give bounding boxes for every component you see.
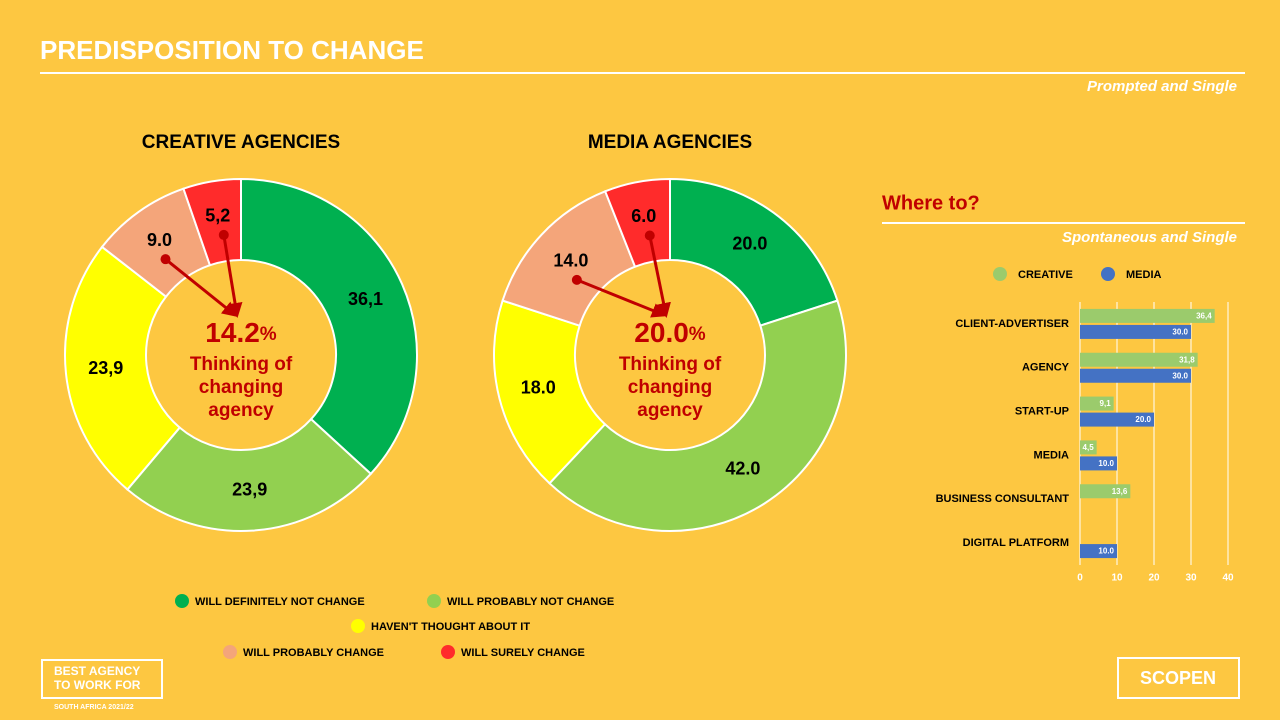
category-label: BUSINESS CONSULTANT (936, 493, 1070, 505)
slide-title: PREDISPOSITION TO CHANGE (40, 35, 424, 65)
brand-box (1117, 657, 1240, 699)
data-label: 23,9 (88, 358, 123, 378)
logo-box (41, 659, 163, 699)
data-label: 36,1 (348, 289, 383, 309)
bar (1080, 324, 1191, 339)
data-label: 20.0 (732, 234, 767, 254)
center-number: 20.0 (634, 317, 689, 348)
donut-slice (240, 177, 418, 476)
data-label: 20.0 (1135, 415, 1151, 424)
donut-slice (548, 299, 847, 532)
logo-sub: SOUTH AFRICA 2021/22 (54, 704, 134, 711)
center-text: changing (628, 377, 712, 398)
data-label: 6.0 (631, 206, 656, 226)
data-label: 14.0 (553, 251, 588, 271)
center-number: 14.2 (205, 317, 260, 348)
chart-title: Where to? (882, 192, 980, 214)
legend-label: WILL DEFINITELY NOT CHANGE (195, 596, 365, 608)
data-label: 4,5 (1083, 443, 1095, 452)
bar (1080, 352, 1198, 367)
data-label: 42.0 (725, 459, 760, 479)
data-label: 31,8 (1179, 355, 1195, 364)
legend-swatch (441, 645, 455, 659)
donut-slice (669, 177, 839, 327)
donut-slice (64, 245, 182, 491)
legend-label: WILL PROBABLY NOT CHANGE (447, 596, 614, 608)
chart-title: MEDIA AGENCIES (588, 132, 752, 153)
x-tick-label: 20 (1148, 573, 1160, 584)
arrow (648, 235, 671, 318)
center-text: agency (637, 400, 703, 421)
brand: SCOPEN (1140, 668, 1216, 688)
category-label: CLIENT-ADVERTISER (955, 318, 1069, 330)
center-text: Thinking of (190, 354, 293, 375)
center-text: changing (199, 377, 283, 398)
x-tick-label: 40 (1222, 573, 1234, 584)
x-tick-label: 10 (1111, 573, 1123, 584)
center-text: Thinking of (619, 354, 722, 375)
bar (1080, 440, 1097, 455)
data-label: 36,4 (1196, 312, 1212, 321)
category-label: START-UP (1015, 405, 1069, 417)
logo-line: TO WORK FOR (54, 678, 141, 692)
arrow (222, 234, 243, 318)
legend-label: WILL PROBABLY CHANGE (243, 647, 384, 659)
center-value: 20.0% (634, 317, 706, 348)
data-label: 9,1 (1100, 399, 1112, 408)
arrow (164, 257, 238, 317)
data-label: 5,2 (205, 206, 230, 226)
bar (1080, 396, 1114, 411)
category-label: AGENCY (1022, 362, 1070, 374)
slide-subtitle: Prompted and Single (1087, 78, 1237, 95)
data-label: 30.0 (1172, 371, 1188, 380)
data-label: 10.0 (1098, 547, 1114, 556)
donut-slice (493, 299, 607, 485)
donut-slice (603, 177, 671, 268)
data-label: 9.0 (147, 230, 172, 250)
data-label: 18.0 (521, 378, 556, 398)
x-tick-label: 0 (1077, 573, 1083, 584)
center-unit: % (260, 324, 277, 345)
bar (1080, 456, 1117, 471)
bar (1080, 368, 1191, 383)
category-label: DIGITAL PLATFORM (963, 537, 1069, 549)
chart-title: CREATIVE AGENCIES (142, 132, 340, 153)
bar (1080, 412, 1154, 427)
x-tick-label: 30 (1185, 573, 1197, 584)
legend-label: CREATIVE (1018, 269, 1073, 281)
category-label: MEDIA (1034, 449, 1070, 461)
arrow (576, 278, 667, 318)
legend-swatch (351, 619, 365, 633)
legend-swatch (993, 267, 1007, 281)
legend-label: WILL SURELY CHANGE (461, 647, 585, 659)
legend-swatch (223, 645, 237, 659)
bar (1080, 308, 1215, 323)
donut-slice (126, 417, 373, 532)
bar (1080, 484, 1131, 499)
legend-swatch (1101, 267, 1115, 281)
legend-swatch (175, 594, 189, 608)
legend-swatch (427, 594, 441, 608)
logo-line: BEST AGENCY (54, 664, 140, 678)
center-value: 14.2% (205, 317, 277, 348)
data-label: 30.0 (1172, 328, 1188, 337)
data-label: 10.0 (1098, 459, 1114, 468)
data-label: 23,9 (232, 479, 267, 499)
legend-label: MEDIA (1126, 269, 1162, 281)
data-label: 13,6 (1112, 487, 1128, 496)
center-text: agency (208, 400, 274, 421)
legend-label: HAVEN'T THOUGHT ABOUT IT (371, 621, 530, 633)
chart-subtitle: Spontaneous and Single (1062, 229, 1237, 246)
bar (1080, 544, 1117, 559)
center-unit: % (689, 324, 706, 345)
